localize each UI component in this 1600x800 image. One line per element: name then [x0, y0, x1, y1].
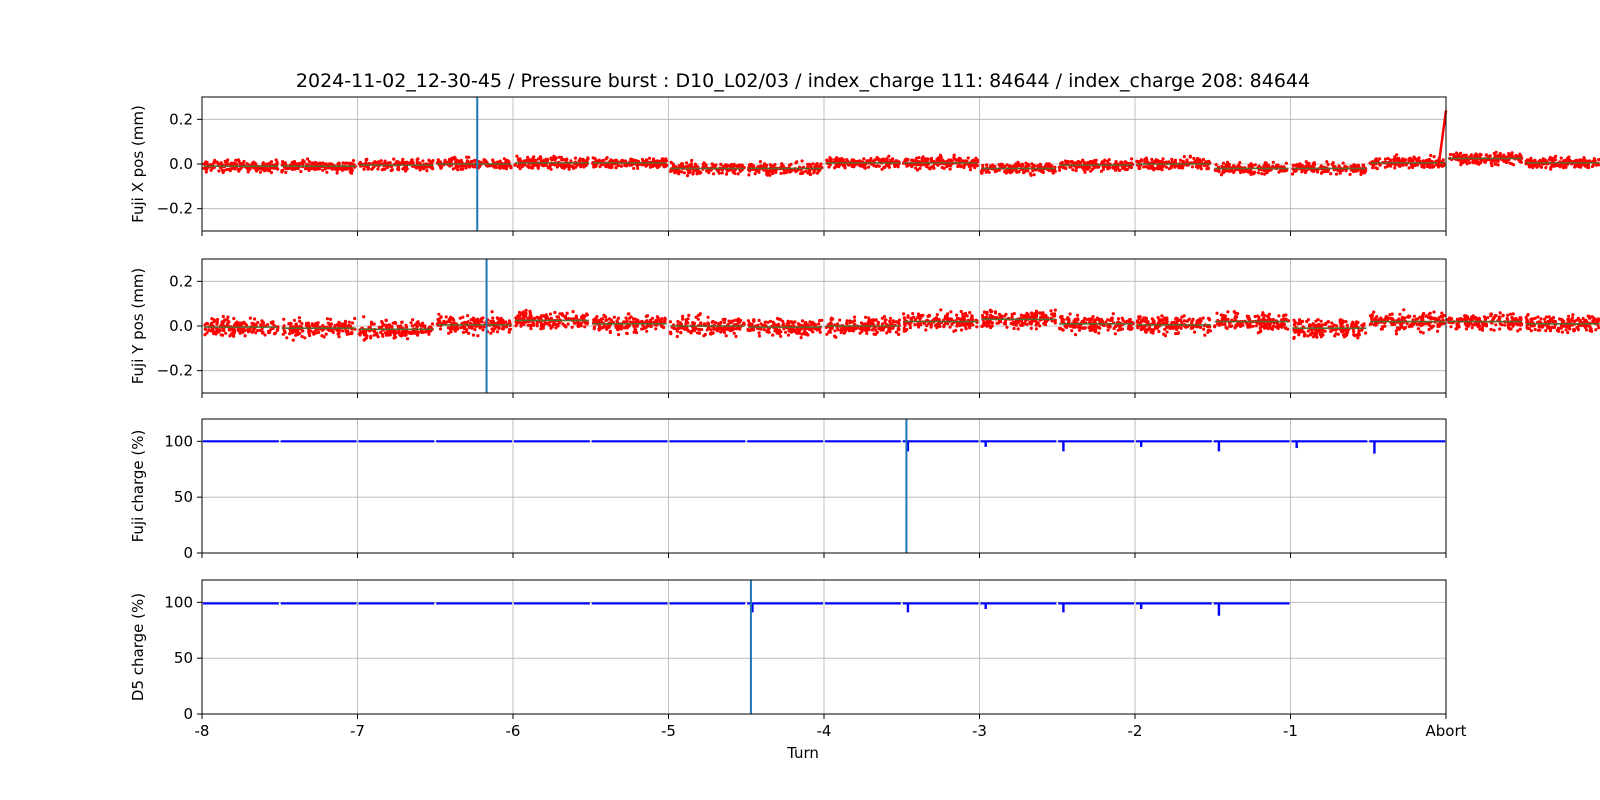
- y-axis-label: Fuji X pos (mm): [129, 105, 147, 223]
- x-tick-label: -5: [661, 722, 676, 740]
- y-tick-label: 0.2: [169, 272, 193, 290]
- y-tick-label: 100: [164, 432, 193, 450]
- y-tick-label: 0.0: [169, 317, 193, 335]
- y-tick-label: 50: [174, 649, 193, 667]
- y-tick-label: 0: [183, 705, 193, 723]
- x-tick-label: -1: [1283, 722, 1298, 740]
- y-tick-label: 0.2: [169, 110, 193, 128]
- chart-title: 2024-11-02_12-30-45 / Pressure burst : D…: [296, 70, 1310, 92]
- y-axis-label: Fuji Y pos (mm): [129, 268, 147, 385]
- scatter-segment: [824, 315, 902, 339]
- x-tick-label: -6: [506, 722, 521, 740]
- scatter-segment: [357, 315, 435, 342]
- y-tick-label: 0.0: [169, 155, 193, 173]
- subplot-2: −0.2 0.0 0.2 Fuji Y pos (mm): [129, 258, 1600, 398]
- scatter-segment: [435, 310, 512, 338]
- scatter-segment: [902, 308, 979, 333]
- y-tick-label: 50: [174, 488, 193, 506]
- x-tick-label: -7: [350, 722, 365, 740]
- x-axis-label: Turn: [786, 744, 819, 762]
- scatter-segment: [746, 316, 824, 340]
- subplot-3: 0 50 100 Fuji charge (%): [129, 418, 1447, 562]
- x-tick-label: -3: [972, 722, 987, 740]
- x-tick-label: Abort: [1425, 722, 1466, 740]
- scatter-segment: [1135, 154, 1212, 172]
- y-axis-label: D5 charge (%): [129, 593, 147, 701]
- subplot-4: -8 -7 -6 -5 -4 -3 -2 -1 Abort 0 50 100 D5 charge (%): [129, 579, 1467, 740]
- scatter-segment: [668, 312, 746, 339]
- y-tick-label: 100: [164, 593, 193, 611]
- x-tick-label: -8: [195, 722, 210, 740]
- y-tick-label: 0: [183, 544, 193, 562]
- y-tick-label: −0.2: [157, 362, 193, 380]
- x-tick-label: -4: [817, 722, 832, 740]
- subplot-1: −0.2 0.0 0.2 Fuji X pos (mm): [129, 96, 1600, 236]
- end-rise: [1436, 110, 1448, 169]
- scatter-segment: [514, 308, 590, 331]
- y-tick-label: −0.2: [157, 200, 193, 218]
- scatter-segment: [1368, 153, 1446, 171]
- y-axis-label: Fuji charge (%): [129, 430, 147, 543]
- x-tick-label: -2: [1128, 722, 1143, 740]
